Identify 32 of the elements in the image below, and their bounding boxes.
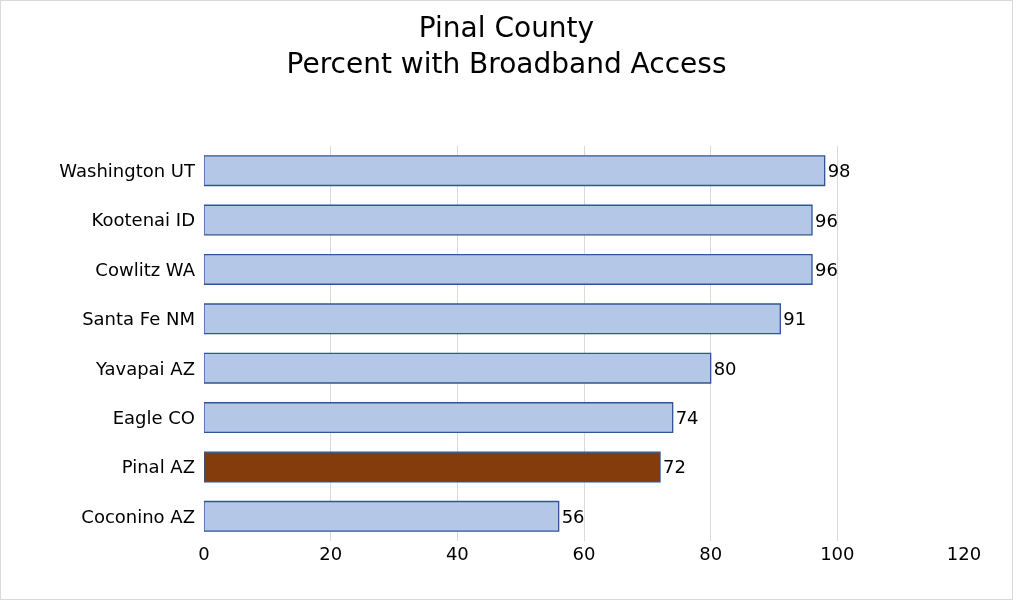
data-label: 98 bbox=[827, 160, 851, 182]
bar bbox=[204, 253, 813, 285]
y-tick-label: Washington UT bbox=[59, 159, 196, 181]
y-tick-label: Kootenai ID bbox=[91, 209, 195, 231]
data-label: 80 bbox=[713, 357, 737, 379]
data-label: 74 bbox=[675, 407, 699, 429]
x-tick-label: 40 bbox=[445, 543, 469, 564]
data-label: 72 bbox=[663, 456, 686, 478]
y-tick-label: Cowlitz WA bbox=[95, 258, 196, 280]
x-tick-label: 60 bbox=[572, 543, 596, 564]
bar bbox=[204, 204, 813, 236]
x-tick-label: 100 bbox=[820, 543, 855, 564]
x-tick-label: 120 bbox=[946, 543, 982, 564]
data-label: 96 bbox=[815, 209, 838, 231]
bar bbox=[204, 402, 674, 434]
chart-title: Pinal County Percent with Broadband Access bbox=[286, 10, 727, 81]
bar bbox=[204, 500, 560, 532]
y-tick-label: Pinal AZ bbox=[121, 456, 195, 478]
data-label: 91 bbox=[783, 308, 807, 330]
bar bbox=[204, 155, 826, 187]
bar bbox=[204, 451, 661, 483]
y-tick-label: Coconino AZ bbox=[81, 505, 195, 527]
x-tick-label: 0 bbox=[198, 543, 210, 564]
y-tick-label: Eagle CO bbox=[112, 406, 195, 428]
y-tick-label: Yavapai AZ bbox=[94, 357, 195, 379]
data-label: 96 bbox=[815, 258, 838, 280]
y-tick-label: Santa Fe NM bbox=[82, 308, 195, 330]
x-tick-label: 20 bbox=[319, 543, 343, 564]
data-label: 56 bbox=[561, 505, 585, 527]
bar bbox=[204, 303, 781, 335]
x-tick-label: 80 bbox=[699, 543, 723, 564]
bar bbox=[204, 352, 712, 384]
